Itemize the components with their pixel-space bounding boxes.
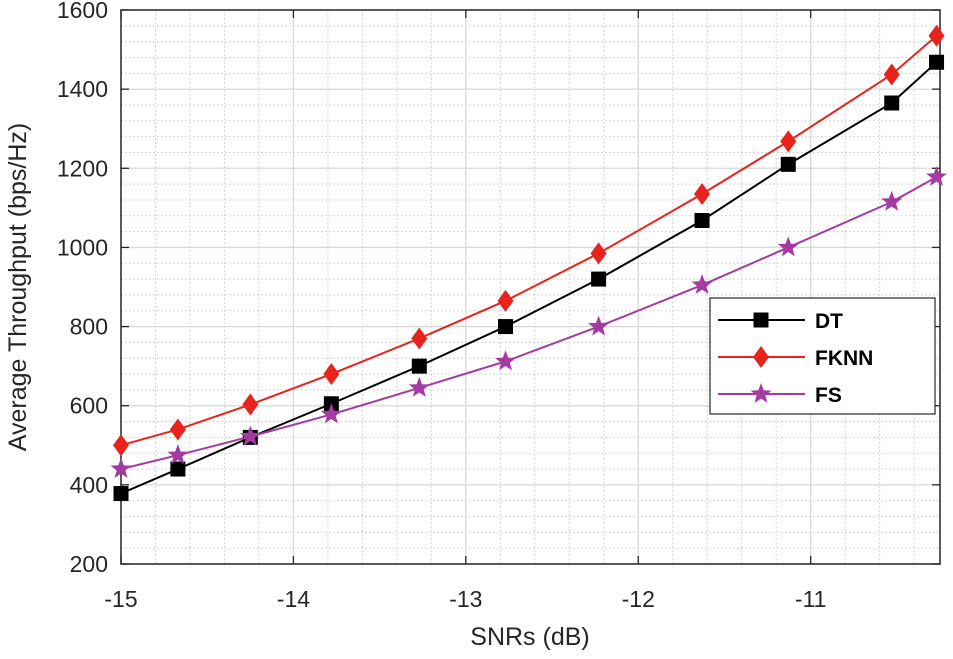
data-point-fs xyxy=(881,190,903,211)
data-point-dt xyxy=(591,271,607,287)
data-point-fknn xyxy=(497,289,514,312)
y-tick-label: 400 xyxy=(70,472,108,498)
data-point-dt xyxy=(411,358,427,374)
series-dt xyxy=(113,54,945,502)
legend-label-fknn: FKNN xyxy=(815,347,873,370)
data-point-fs xyxy=(320,403,342,424)
data-point-fs xyxy=(691,274,713,294)
data-point-dt xyxy=(113,486,129,502)
data-point-fknn xyxy=(169,418,186,441)
legend-marker-fknn xyxy=(753,346,769,368)
legend-label-fs: FS xyxy=(815,384,842,407)
data-point-fknn xyxy=(883,63,900,86)
data-point-fknn xyxy=(323,363,340,386)
legend-marker-dt xyxy=(753,312,769,328)
series-fknn xyxy=(113,24,945,457)
data-point-fknn xyxy=(590,242,607,265)
tick-labels: -15 -14 -13 -12 -11 200 400 600 800 1000 1200 1400 1… xyxy=(57,0,827,612)
x-tick-label: -14 xyxy=(277,586,310,612)
series-layer xyxy=(110,24,948,502)
y-tick-label: 600 xyxy=(70,393,108,419)
data-point-fs xyxy=(588,315,610,336)
x-tick-label: -13 xyxy=(449,586,482,612)
data-point-fknn xyxy=(928,24,945,47)
data-point-fknn xyxy=(780,130,797,153)
data-point-fs xyxy=(926,165,948,186)
legend-marker-fs xyxy=(750,383,772,403)
series-fs xyxy=(110,165,948,478)
y-tick-label: 1000 xyxy=(57,234,108,260)
y-tick-label: 200 xyxy=(70,551,108,577)
data-point-fknn xyxy=(242,393,259,416)
legend-items: DT FKNN FS xyxy=(718,310,873,407)
y-tick-label: 1600 xyxy=(57,0,108,23)
data-point-fs xyxy=(777,236,799,257)
data-point-fs xyxy=(239,425,261,446)
data-point-dt xyxy=(929,54,945,70)
plot-frame xyxy=(120,9,941,565)
data-point-fs xyxy=(167,444,189,465)
x-axis-title: SNRs (dB) xyxy=(470,623,589,651)
data-point-fs xyxy=(495,350,516,371)
data-point-fs xyxy=(110,458,132,478)
y-tick-label: 1200 xyxy=(57,155,108,181)
x-tick-label: -15 xyxy=(104,586,137,612)
y-tick-label: 1400 xyxy=(57,76,108,102)
legend-label-dt: DT xyxy=(815,310,843,333)
data-point-fknn xyxy=(411,327,428,350)
data-point-dt xyxy=(170,461,186,477)
data-point-fknn xyxy=(113,434,129,457)
x-tick-label: -11 xyxy=(795,586,827,612)
data-point-dt xyxy=(694,213,710,229)
data-point-dt xyxy=(780,156,796,172)
axis-ticks xyxy=(120,9,940,565)
data-point-fs xyxy=(408,376,430,397)
legend: DT FKNN FS xyxy=(709,297,936,415)
data-point-fknn xyxy=(694,183,711,206)
y-axis-title: Average Throughput (bps/Hz) xyxy=(4,123,32,451)
x-tick-label: -12 xyxy=(622,586,655,612)
data-point-dt xyxy=(884,95,900,111)
data-point-dt xyxy=(497,319,513,335)
y-tick-label: 800 xyxy=(70,314,108,340)
